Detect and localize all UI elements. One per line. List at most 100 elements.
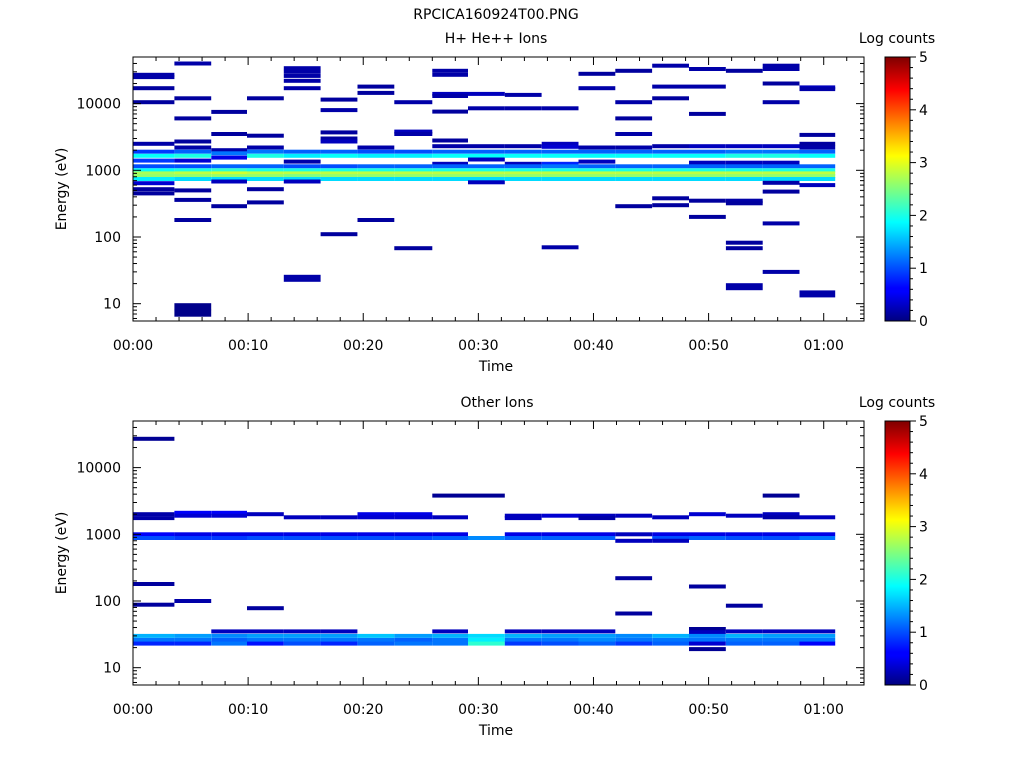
heatmap-cell bbox=[725, 177, 763, 181]
heatmap-cell bbox=[357, 171, 395, 176]
heatmap-cell bbox=[174, 177, 212, 181]
x-tick-label: 00:30 bbox=[458, 338, 498, 354]
heatmap-cell bbox=[357, 532, 395, 537]
heatmap-cell bbox=[689, 144, 726, 149]
heatmap-cell bbox=[762, 177, 800, 181]
heatmap-cell bbox=[652, 171, 689, 176]
top-panel-ticks: 00:00 00:10 00:20 00:30 00:40 00:50 01:00 10 100… bbox=[76, 56, 864, 354]
heatmap-cell bbox=[320, 629, 358, 634]
heatmap-cell bbox=[762, 515, 800, 520]
heatmap-cell bbox=[541, 171, 579, 176]
heatmap-cell bbox=[432, 109, 468, 114]
top-panel-cells bbox=[133, 61, 836, 317]
heatmap-cell bbox=[652, 515, 689, 520]
heatmap-cell bbox=[394, 132, 433, 136]
heatmap-cell bbox=[247, 168, 284, 173]
heatmap-cell bbox=[432, 633, 468, 638]
bottom-colorbar-ticks: 0 1 2 3 4 5 bbox=[910, 414, 928, 694]
heatmap-cell bbox=[725, 536, 763, 540]
heatmap-cell bbox=[504, 641, 542, 646]
heatmap-cell bbox=[615, 204, 653, 209]
heatmap-cell bbox=[468, 153, 505, 158]
heatmap-cell bbox=[652, 532, 689, 537]
heatmap-cell bbox=[578, 86, 616, 91]
x-tick-label: 00:00 bbox=[113, 338, 153, 354]
heatmap-cell bbox=[504, 168, 542, 173]
heatmap-cell bbox=[725, 246, 763, 251]
heatmap-cell bbox=[133, 638, 175, 642]
heatmap-cell bbox=[541, 536, 579, 540]
heatmap-cell bbox=[174, 61, 212, 66]
heatmap-cell bbox=[174, 532, 212, 537]
heatmap-cell bbox=[394, 532, 433, 537]
heatmap-cell bbox=[762, 189, 800, 194]
heatmap-cell bbox=[799, 638, 836, 642]
heatmap-cell bbox=[133, 177, 175, 181]
heatmap-cell bbox=[283, 73, 321, 78]
top-colorbar-frame bbox=[884, 56, 911, 322]
heatmap-cell bbox=[652, 84, 689, 89]
heatmap-cell bbox=[174, 218, 212, 222]
colorbar-tick-label: 4 bbox=[919, 467, 928, 483]
heatmap-cell bbox=[432, 532, 468, 537]
heatmap-cell bbox=[283, 179, 321, 184]
heatmap-cell bbox=[247, 512, 284, 517]
heatmap-cell bbox=[725, 68, 763, 73]
heatmap-cell bbox=[320, 532, 358, 537]
heatmap-cell bbox=[468, 164, 505, 169]
x-tick-label: 00:00 bbox=[113, 702, 153, 718]
heatmap-cell bbox=[504, 161, 542, 166]
heatmap-cell bbox=[394, 515, 433, 520]
heatmap-cell bbox=[283, 633, 321, 638]
colorbar-tick-label: 2 bbox=[919, 572, 928, 588]
heatmap-cell bbox=[578, 164, 616, 169]
heatmap-cell bbox=[689, 584, 726, 589]
heatmap-cell bbox=[247, 177, 284, 181]
heatmap-cell bbox=[357, 218, 395, 222]
heatmap-cell bbox=[133, 141, 175, 146]
heatmap-cell bbox=[174, 536, 212, 540]
heatmap-cell bbox=[247, 536, 284, 540]
heatmap-cell bbox=[394, 174, 433, 179]
heatmap-cell bbox=[357, 638, 395, 642]
heatmap-cell bbox=[211, 177, 247, 181]
heatmap-cell bbox=[541, 149, 579, 154]
heatmap-cell bbox=[468, 171, 505, 176]
heatmap-cell bbox=[283, 78, 321, 83]
heatmap-cell bbox=[211, 638, 247, 642]
heatmap-cell bbox=[578, 174, 616, 179]
heatmap-cell bbox=[357, 641, 395, 646]
heatmap-cell bbox=[432, 536, 468, 540]
heatmap-cell bbox=[799, 168, 836, 173]
heatmap-cell bbox=[283, 641, 321, 646]
heatmap-cell bbox=[615, 100, 653, 105]
heatmap-cell bbox=[725, 240, 763, 245]
heatmap-cell bbox=[578, 532, 616, 537]
heatmap-cell bbox=[133, 86, 175, 91]
heatmap-cell bbox=[320, 164, 358, 169]
heatmap-cell bbox=[133, 158, 175, 163]
top-panel: H+ He++ Ions 00:00 00:10 00:20 00:30 00:40 00… bbox=[54, 31, 935, 375]
heatmap-cell bbox=[725, 164, 763, 169]
heatmap-cell bbox=[652, 538, 689, 543]
heatmap-cell bbox=[133, 171, 175, 176]
heatmap-cell bbox=[283, 168, 321, 173]
x-tick-label: 00:20 bbox=[343, 702, 383, 718]
heatmap-cell bbox=[211, 532, 247, 537]
heatmap-cell bbox=[578, 629, 616, 634]
heatmap-cell bbox=[762, 164, 800, 169]
x-tick-label: 00:50 bbox=[688, 702, 728, 718]
x-tick-label: 01:00 bbox=[804, 338, 844, 354]
heatmap-cell bbox=[725, 198, 763, 203]
heatmap-cell bbox=[211, 148, 247, 153]
heatmap-cell bbox=[652, 641, 689, 646]
heatmap-cell bbox=[541, 629, 579, 634]
heatmap-cell bbox=[762, 629, 800, 634]
heatmap-cell bbox=[283, 66, 321, 71]
heatmap-cell bbox=[283, 69, 321, 74]
heatmap-cell bbox=[432, 161, 468, 166]
heatmap-cell bbox=[504, 532, 542, 537]
colorbar-tick-label: 1 bbox=[919, 261, 928, 277]
heatmap-cell bbox=[578, 633, 616, 638]
heatmap-cell bbox=[762, 269, 800, 274]
